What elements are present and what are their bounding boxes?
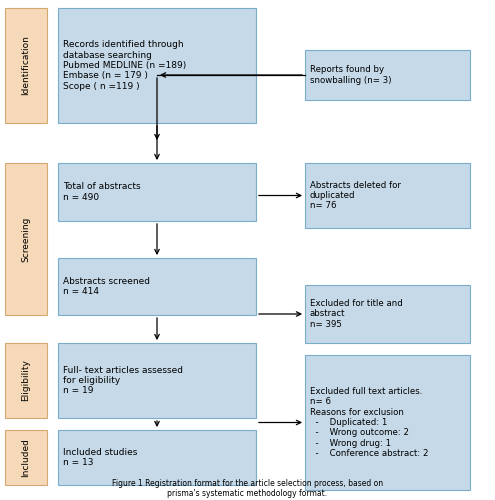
Bar: [305, 285, 470, 343]
Text: Abstracts deleted for
duplicated
n= 76: Abstracts deleted for duplicated n= 76: [310, 180, 401, 210]
Bar: [58, 8, 256, 123]
Text: Full- text articles assessed
for eligibility
n = 19: Full- text articles assessed for eligibi…: [63, 366, 183, 396]
Text: Included: Included: [21, 438, 31, 477]
Text: Records identified through
database searching
Pubmed MEDLINE (n =189)
Embase (n : Records identified through database sear…: [63, 40, 186, 91]
Bar: [58, 343, 256, 418]
Bar: [305, 355, 470, 490]
Text: Eligibility: Eligibility: [21, 360, 31, 402]
Text: Reports found by
snowballing (n= 3): Reports found by snowballing (n= 3): [310, 66, 392, 84]
Bar: [5, 163, 47, 315]
Text: Screening: Screening: [21, 216, 31, 262]
Bar: [5, 343, 47, 418]
Bar: [5, 430, 47, 485]
Bar: [305, 50, 470, 100]
Text: Identification: Identification: [21, 36, 31, 96]
Bar: [58, 430, 256, 485]
Bar: [58, 258, 256, 315]
Text: Excluded for title and
abstract
n= 395: Excluded for title and abstract n= 395: [310, 299, 403, 329]
Text: Total of abstracts
n = 490: Total of abstracts n = 490: [63, 182, 141, 202]
Bar: [305, 163, 470, 228]
Text: Figure 1 Registration format for the article selection process, based on
prisma': Figure 1 Registration format for the art…: [112, 478, 383, 498]
Text: Abstracts screened
n = 414: Abstracts screened n = 414: [63, 277, 150, 296]
Bar: [5, 8, 47, 123]
Text: Included studies
n = 13: Included studies n = 13: [63, 448, 138, 467]
Text: Excluded full text articles.
n= 6
Reasons for exclusion
  -    Duplicated: 1
  -: Excluded full text articles. n= 6 Reason…: [310, 387, 429, 458]
Bar: [58, 163, 256, 221]
